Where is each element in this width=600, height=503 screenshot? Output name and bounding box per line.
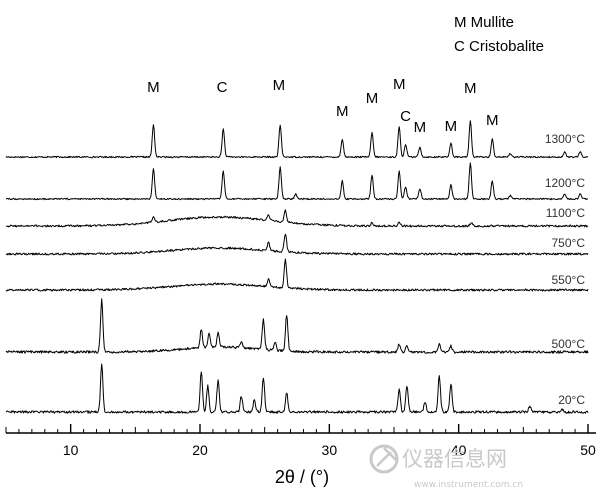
peak-marker-1: M [147,79,160,96]
watermark-logo [369,444,399,474]
trace-5 [5,258,589,292]
x-tick-label: 10 [63,442,79,458]
trace-1 [5,120,589,159]
series-label-4: 750°C [552,236,586,250]
legend-entry-cristobalite: C Cristobalite [454,38,544,55]
x-tick-label: 20 [192,442,208,458]
trace-4 [5,233,589,256]
x-tick-label: 40 [451,442,467,458]
series-label-7: 20°C [558,393,585,407]
watermark-text: 仪器信息网 [402,447,507,471]
x-axis-tick-labels: 10 20 30 40 50 [63,442,596,458]
x-axis-title: 2θ / (°) [275,467,329,487]
peak-marker-11: M [486,112,499,129]
series-label-6: 500°C [552,337,586,351]
legend-entry-mullite: M Mullite [454,14,514,31]
series-labels: 1300°C 1200°C 1100°C 750°C 550°C 500°C 20°C [545,132,586,407]
peak-marker-2: C [217,79,228,96]
trace-3 [5,209,589,228]
peak-marker-3: M [273,77,286,94]
peak-marker-5: M [366,90,379,107]
x-axis-ticks [5,424,589,433]
peak-marker-10: M [464,80,477,97]
x-tick-label: 30 [322,442,338,458]
trace-6 [5,298,589,354]
xrd-traces [5,120,589,414]
watermark: 仪器信息网 www.instrument.com.cn [369,444,523,490]
peak-marker-4: M [336,103,349,120]
series-label-3: 1100°C [546,206,586,220]
peak-marker-8: M [414,119,427,136]
peak-marker-9: M [445,118,458,135]
series-label-1: 1300°C [545,132,585,146]
legend: M Mullite C Cristobalite [454,14,544,55]
x-tick-label: 50 [580,442,596,458]
watermark-url: www.instrument.com.cn [414,480,523,490]
peak-marker-6: M [393,76,406,93]
trace-2 [5,162,589,201]
trace-7 [5,363,589,414]
peak-marker-7: C [400,108,411,125]
series-label-5: 550°C [552,273,586,287]
series-label-2: 1200°C [545,176,585,190]
